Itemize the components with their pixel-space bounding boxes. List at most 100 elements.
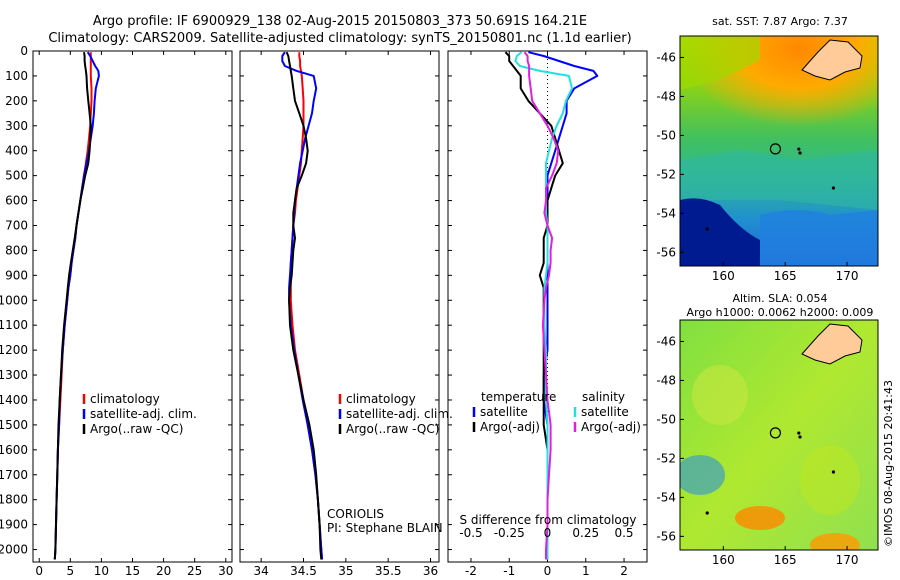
salinity-panel: 3434.53535.536salinityclimatologysatelli…: [239, 50, 453, 580]
legend-entry: Argo(..raw -QC): [346, 422, 439, 436]
y-tick-label: 600: [5, 194, 28, 208]
s-tick-label: -0.25: [494, 526, 525, 540]
legend-heading: temperature: [481, 390, 556, 404]
x-tick-label: 25: [187, 564, 202, 578]
x-tick-label: -2: [465, 564, 477, 578]
y-tick-label: 1900: [0, 518, 28, 532]
s-tick-label: 0: [544, 526, 552, 540]
map-y-tick-label: -46: [656, 334, 676, 348]
legend-entry: Argo(-adj): [480, 420, 540, 434]
y-tick-label: 1700: [0, 468, 28, 482]
legend-entry: climatology: [346, 392, 416, 406]
legend-entry: satellite: [480, 405, 528, 419]
legend-entry: satellite: [581, 405, 629, 419]
s-tick-label: 0.5: [614, 526, 633, 540]
legend-entry: climatology: [90, 392, 160, 406]
legend-entry: Argo(-adj): [581, 420, 641, 434]
series-line-0: [53, 52, 93, 560]
map-x-tick-label: 165: [774, 553, 797, 567]
x-tick-label: 35: [338, 564, 353, 578]
sst-map: sat. SST: 7.87 Argo: 7.37: [679, 15, 879, 267]
pi-label: PI: Stephane BLAIN: [327, 521, 443, 535]
s-tick-label: 0.25: [572, 526, 599, 540]
plot-frame: [239, 50, 440, 563]
y-tick-label: 900: [5, 268, 28, 282]
map-x-tick-label: 170: [836, 553, 859, 567]
sla-map: Altim. SLA: 0.054 Argo h1000: 0.0062 h20…: [679, 292, 879, 551]
y-tick-label: 500: [5, 169, 28, 183]
y-tick-label: 1000: [0, 293, 28, 307]
map-x-tick-label: 170: [836, 269, 859, 283]
island-dot: [831, 186, 836, 190]
y-tick-label: 100: [5, 69, 28, 83]
y-tick-label: 1300: [0, 368, 28, 382]
map-x-tick-label: 160: [712, 553, 735, 567]
y-tick-label: 1100: [0, 318, 28, 332]
y-tick-label: 1500: [0, 418, 28, 432]
map-y-tick-label: -48: [656, 89, 676, 103]
sla-map-title-1: Altim. SLA: 0.054: [732, 292, 827, 305]
header-line-1: Argo profile: IF 6900929_138 02-Aug-2015…: [93, 14, 587, 29]
map-y-tick-label: -52: [656, 451, 676, 465]
series-line-0: [528, 51, 599, 560]
series-line-2: [53, 52, 92, 560]
x-tick-label: 1: [582, 564, 590, 578]
map-x-tick-label: 165: [774, 269, 797, 283]
x-tick-label: 36: [423, 564, 438, 578]
map-x-tick-label: 160: [712, 269, 735, 283]
legend-entry: satellite-adj. clim.: [90, 407, 197, 421]
map-axes: 160 165 170 -46 -48 -50 -52 -54 -56 160 165 170 -46 -…: [656, 50, 858, 567]
island-dot: [705, 227, 709, 231]
y-tick-label: 200: [5, 94, 28, 108]
y-tick-label: 300: [5, 119, 28, 133]
y-tick-label: 1600: [0, 443, 28, 457]
island-dot: [797, 147, 801, 151]
x-tick-label: -1: [503, 564, 515, 578]
y-tick-label: 2000: [0, 543, 28, 557]
x-tick-label: 0: [544, 564, 552, 578]
legend-heading: salinity: [582, 390, 625, 404]
float-position-marker: [769, 143, 782, 155]
map-y-tick-label: -56: [656, 245, 676, 259]
x-tick-label: 0: [35, 564, 43, 578]
footer-stamp: ©IMOS 08-Aug-2015 20:41:43: [882, 380, 895, 547]
island-dot: [705, 511, 709, 515]
y-tick-label: 1200: [0, 343, 28, 357]
s-tick-label: -0.5: [459, 526, 482, 540]
y-tick-label: 800: [5, 243, 28, 257]
temperature-panel: 0 5 10 15 20 25 300100200300400500600700800900…: [0, 44, 233, 580]
series-line-1: [53, 51, 100, 560]
y-tick-label: 0: [20, 44, 28, 58]
difference-panel: -2-1012T difference from climatology-0.5…: [447, 50, 648, 580]
s-axis-label: S difference from climatology: [460, 513, 637, 527]
x-tick-label: 10: [94, 564, 109, 578]
legend-entry: Argo(..raw -QC): [90, 422, 183, 436]
x-tick-label: 20: [156, 564, 171, 578]
x-tick-label: 34.5: [290, 564, 317, 578]
y-tick-label: 1800: [0, 493, 28, 507]
map-y-tick-label: -50: [656, 412, 676, 426]
agency-label: CORIOLIS: [327, 507, 384, 521]
x-tick-label: 30: [218, 564, 233, 578]
map-y-tick-label: -48: [656, 373, 676, 387]
series-line-1: [504, 51, 564, 560]
y-tick-label: 400: [5, 144, 28, 158]
y-tick-label: 700: [5, 218, 28, 232]
series-line-3: [523, 51, 560, 560]
map-y-tick-label: -52: [656, 167, 676, 181]
plot-frame: [32, 50, 233, 563]
island-dot: [798, 435, 802, 439]
island-dot: [831, 470, 836, 474]
map-y-tick-label: -46: [656, 50, 676, 64]
header-line-2: Climatology: CARS2009. Satellite-adjuste…: [48, 31, 631, 46]
sla-map-title-2: Argo h1000: 0.0062 h2000: 0.009: [687, 306, 874, 319]
legend-entry: satellite-adj. clim.: [346, 407, 453, 421]
x-tick-label: 5: [66, 564, 74, 578]
map-y-tick-label: -56: [656, 529, 676, 543]
map-y-tick-label: -54: [656, 206, 676, 220]
island-dot: [798, 151, 802, 155]
x-tick-label: 2: [620, 564, 628, 578]
sst-map-title: sat. SST: 7.87 Argo: 7.37: [712, 15, 848, 28]
